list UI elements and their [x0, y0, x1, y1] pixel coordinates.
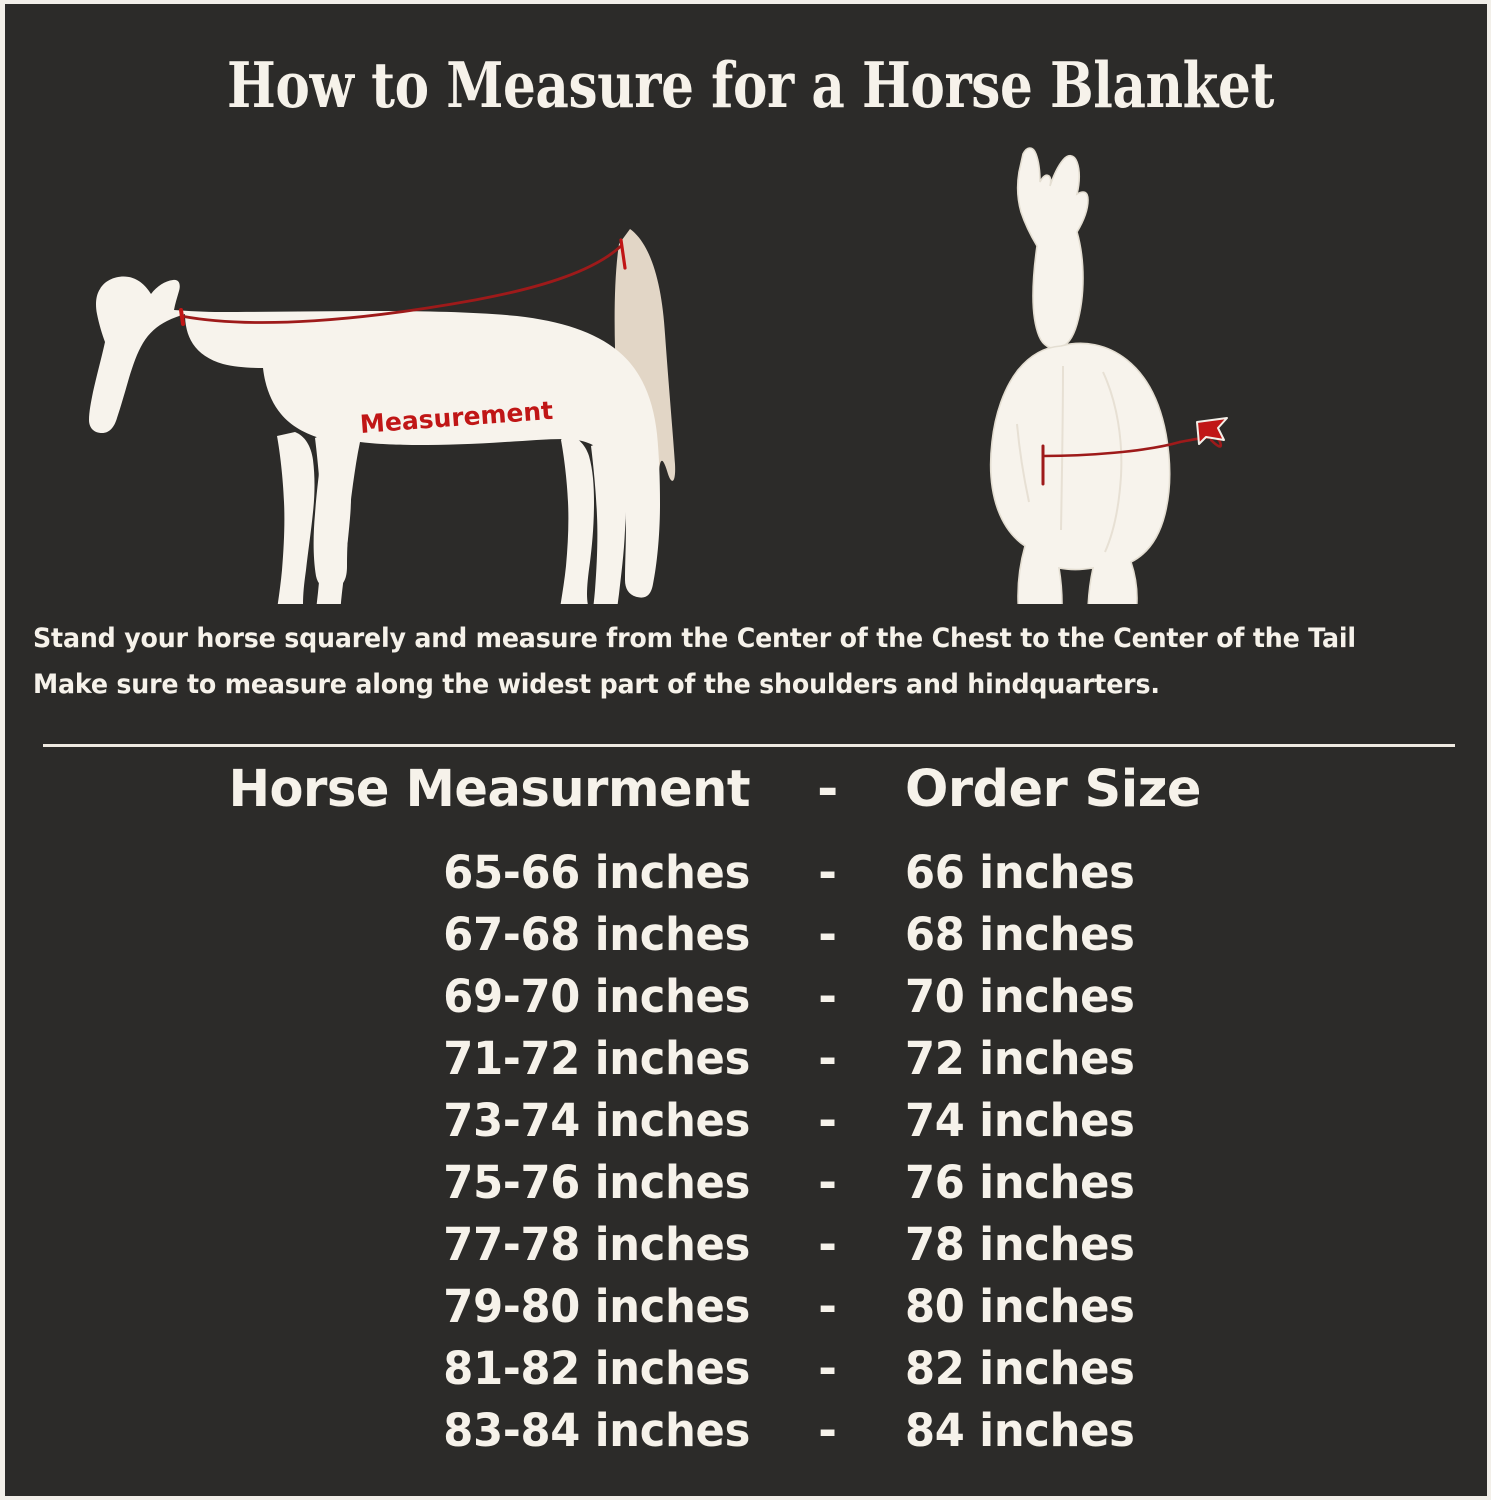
cell-separator: - [818, 1218, 837, 1271]
horse-side-frontleg-back [277, 432, 315, 604]
table-row: 83-84 inches - 84 inches [5, 1404, 1487, 1466]
table-row: 81-82 inches - 82 inches [5, 1342, 1487, 1404]
cell-order-size: 72 inches [905, 1032, 1135, 1085]
header-separator: - [817, 760, 838, 819]
cell-separator: - [818, 1156, 837, 1209]
horse-side-frontleg-front [315, 434, 351, 604]
measurement-tick-tail [619, 238, 627, 270]
cell-separator: - [818, 1404, 837, 1457]
section-divider [43, 744, 1455, 747]
measurement-tick-chest [179, 308, 185, 326]
cell-order-size: 66 inches [905, 846, 1135, 899]
table-row: 79-80 inches - 80 inches [5, 1280, 1487, 1342]
table-header-row: Horse Measurment - Order Size [5, 760, 1487, 846]
cell-separator: - [818, 1032, 837, 1085]
measurement-wrap-rear [1178, 436, 1223, 448]
cell-measurement: 69-70 inches [443, 970, 750, 1023]
table-row: 67-68 inches - 68 inches [5, 908, 1487, 970]
cell-order-size: 82 inches [905, 1342, 1135, 1395]
table-row: 69-70 inches - 70 inches [5, 970, 1487, 1032]
horse-rear-contour-3 [1016, 423, 1030, 503]
cell-measurement: 65-66 inches [443, 846, 750, 899]
measurement-line-rear [1041, 440, 1182, 458]
cell-measurement: 67-68 inches [443, 908, 750, 961]
measurement-arrowhead-rear [1196, 417, 1228, 445]
cell-order-size: 80 inches [905, 1280, 1135, 1333]
horse-side-body [89, 276, 660, 598]
cell-separator: - [818, 1342, 837, 1395]
cell-measurement: 81-82 inches [443, 1342, 750, 1395]
cell-measurement: 73-74 inches [443, 1094, 750, 1147]
cell-separator: - [818, 970, 837, 1023]
cell-separator: - [818, 1094, 837, 1147]
cell-measurement: 79-80 inches [443, 1280, 750, 1333]
cell-measurement: 77-78 inches [443, 1218, 750, 1271]
instruction-line-1: Stand your horse squarely and measure fr… [33, 623, 1356, 654]
horse-side-view [89, 229, 676, 604]
cell-measurement: 75-76 inches [443, 1156, 750, 1209]
cell-order-size: 68 inches [905, 908, 1135, 961]
cell-measurement: 83-84 inches [443, 1404, 750, 1457]
page-title: How to Measure for a Horse Blanket [227, 48, 1274, 122]
horse-rear-contour-1 [1102, 371, 1123, 553]
cell-separator: - [818, 1280, 837, 1333]
table-row: 75-76 inches - 76 inches [5, 1156, 1487, 1218]
cell-order-size: 84 inches [905, 1404, 1135, 1457]
header-horse-measurement: Horse Measurment [228, 760, 751, 819]
cell-separator: - [818, 846, 837, 899]
cell-separator: - [818, 908, 837, 961]
horse-side-hindleg-front [591, 442, 626, 604]
cell-order-size: 76 inches [905, 1156, 1135, 1209]
cell-order-size: 70 inches [905, 970, 1135, 1023]
table-row: 65-66 inches - 66 inches [5, 846, 1487, 908]
size-chart-table: Horse Measurment - Order Size 65-66 inch… [5, 760, 1487, 1466]
table-row: 77-78 inches - 78 inches [5, 1218, 1487, 1280]
cell-measurement: 71-72 inches [443, 1032, 750, 1085]
horse-rear-view [989, 147, 1228, 604]
cell-order-size: 74 inches [905, 1094, 1135, 1147]
instruction-line-2: Make sure to measure along the widest pa… [33, 669, 1160, 700]
measurement-curve-side [179, 244, 623, 324]
horse-side-hindleg-back [560, 434, 594, 604]
horse-illustration-area: Measurement [5, 134, 1487, 604]
horse-rear-body [989, 342, 1171, 604]
cell-order-size: 78 inches [905, 1218, 1135, 1271]
horse-rear-head-neck [1016, 147, 1089, 350]
horse-rear-contour-2 [1060, 365, 1064, 531]
table-row: 73-74 inches - 74 inches [5, 1094, 1487, 1156]
table-row: 71-72 inches - 72 inches [5, 1032, 1487, 1094]
header-order-size: Order Size [905, 760, 1202, 819]
instruction-text: Stand your horse squarely and measure fr… [33, 616, 1408, 708]
